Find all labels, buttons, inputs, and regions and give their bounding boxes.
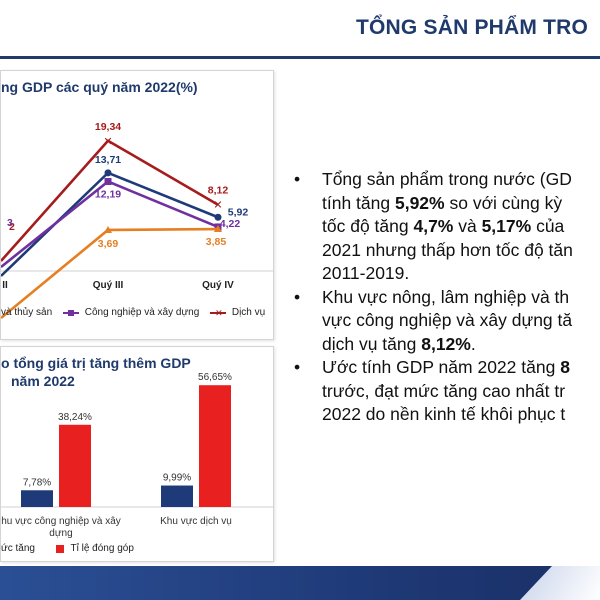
x-tick-label: II xyxy=(2,280,8,291)
series-line xyxy=(1,139,219,262)
point-marker xyxy=(104,178,112,186)
legend-swatch-industry xyxy=(62,309,79,316)
bar-chart-panel: o tổng giá trị tăng thêm GDP năm 2022 7,… xyxy=(0,346,274,562)
data-label: 7,78% xyxy=(23,477,51,488)
bullet-line: tính tăng 5,92% so với cùng kỳ xyxy=(322,192,563,213)
bar-chart-title-line1: o tổng giá trị tăng thêm GDP xyxy=(1,355,191,371)
data-label: 5,92 xyxy=(228,206,249,218)
legend-label-contribution: Tỉ lệ đóng góp xyxy=(70,543,134,554)
bullet-dot: • xyxy=(294,357,301,377)
data-label: 19,34 xyxy=(95,121,121,133)
bar xyxy=(161,485,193,507)
bullet-line: 2011-2019. xyxy=(322,263,410,283)
bullet-item: • Ước tính GDP năm 2022 tăng 8 trước, đạt … xyxy=(290,356,600,427)
header-divider xyxy=(0,56,600,59)
bullet-line: 2022 do nền kinh tế khôi phục t xyxy=(322,404,566,424)
data-label: 13,71 xyxy=(95,154,121,166)
legend-label-industry: Công nghiệp và xây dựng xyxy=(84,307,200,318)
data-label: 3,69 xyxy=(98,238,119,250)
legend-label-services: Dịch vụ xyxy=(231,307,266,318)
bar xyxy=(199,385,231,507)
data-label: 9,99% xyxy=(163,473,191,484)
bullet-line: 2021 nhưng thấp hơn tốc độ tăn xyxy=(322,239,573,260)
data-label: 12,19 xyxy=(95,189,121,201)
x-tick-label: dựng xyxy=(49,528,72,539)
x-tick-label: hu vực công nghiệp và xây xyxy=(1,516,121,527)
data-label: 3,85 xyxy=(206,236,227,248)
summary-bullets: • Tổng sản phẩm trong nước (GD tính tăng 5… xyxy=(290,168,600,427)
point-marker xyxy=(214,225,222,233)
legend-label-agri: và thủy sản xyxy=(1,307,53,318)
data-label: 2 xyxy=(9,221,15,233)
bullet-item: • Tổng sản phẩm trong nước (GD tính tăng 5… xyxy=(290,168,600,286)
line-chart-title: ng GDP các quý năm 2022(%) xyxy=(1,79,198,95)
line-chart: II Quý III Quý IV ✕ ✕ 2 19,34 8,12 13,71 5,92 3 12,… xyxy=(1,121,273,320)
bar-chart-legend: ức tăng Tỉ lệ đóng góp xyxy=(1,543,134,554)
bullet-line: Ước tính GDP năm 2022 tăng 8 xyxy=(322,357,570,377)
line-chart-legend: và thủy sản Công nghiệp và xây dựng ✕ Dị… xyxy=(1,307,265,318)
bullet-dot: • xyxy=(294,286,301,307)
bullet-dot: • xyxy=(294,169,301,189)
point-marker: ✕ xyxy=(213,200,222,212)
legend-swatch-contribution xyxy=(55,544,64,553)
legend-label-growth: ức tăng xyxy=(1,543,35,554)
bullet-line: vực công nghiệp và xây dựng tă xyxy=(322,310,573,330)
point-marker xyxy=(104,169,112,177)
bar xyxy=(59,424,91,507)
data-label: 8,12 xyxy=(208,185,229,197)
data-label: 3 xyxy=(7,217,13,229)
line-chart-panel: ng GDP các quý năm 2022(%) II Quý III Quý … xyxy=(0,70,274,340)
bullet-line: tốc độ tăng 4,7% và 5,17% của xyxy=(322,216,565,236)
x-tick-label: Quý III xyxy=(93,280,124,291)
bullet-line: trước, đạt mức tăng cao nhất tr xyxy=(322,380,566,401)
page-title: TỔNG SẢN PHẨM TRO xyxy=(356,16,589,39)
legend-swatch-services: ✕ xyxy=(210,308,227,317)
bullet-item: • Khu vực nông, lâm nghiệp và th vực công … xyxy=(290,286,600,357)
bullet-line: dịch vụ tăng 8,12%. xyxy=(322,333,476,354)
bullet-line: Tổng sản phẩm trong nước (GD xyxy=(322,169,572,189)
point-marker: ✕ xyxy=(103,136,112,148)
x-tick-label: Quý IV xyxy=(202,280,234,291)
bar xyxy=(21,490,53,507)
bar-chart: 7,78% 9,99% 38,24% 56,65% hu vực công nghiệp… xyxy=(1,372,273,539)
bullet-line: Khu vực nông, lâm nghiệp và th xyxy=(322,286,570,307)
point-marker xyxy=(104,225,112,233)
x-tick-label: Khu vực dịch vụ xyxy=(160,516,232,527)
point-marker xyxy=(214,213,222,221)
footer-bar xyxy=(0,566,600,600)
bar-chart-title-line2: năm 2022 xyxy=(11,373,75,389)
data-label: 38,24% xyxy=(58,412,92,423)
data-label: 56,65% xyxy=(198,372,232,383)
data-label: 4,22 xyxy=(220,218,241,230)
